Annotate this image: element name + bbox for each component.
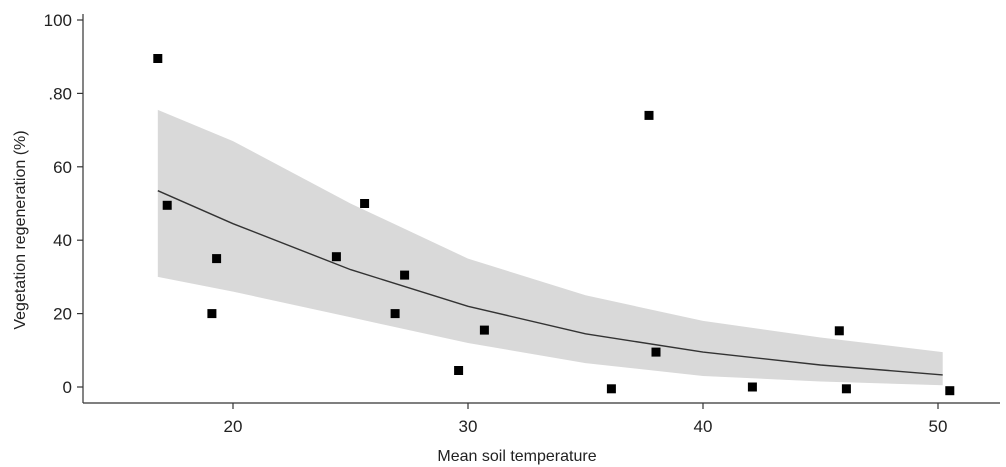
confidence-band-layer	[157, 109, 943, 386]
data-point	[153, 54, 163, 63]
data-point	[945, 386, 955, 396]
data-point	[834, 326, 844, 336]
data-point	[360, 199, 370, 208]
fit-line	[157, 190, 943, 376]
fit-line-layer	[157, 190, 943, 376]
data-point	[454, 366, 464, 375]
data-point	[651, 347, 661, 357]
data-point	[390, 309, 400, 319]
data-point	[212, 254, 222, 264]
data-points-layer	[153, 54, 955, 396]
x-tick-label: 40	[694, 417, 713, 436]
y-axis-title: Vegetation regeneration (%)	[12, 130, 29, 329]
x-tick-label: 50	[929, 417, 948, 436]
data-point	[207, 309, 217, 319]
data-point	[400, 270, 410, 280]
y-tick-label: 60	[53, 158, 72, 177]
x-axis-title: Mean soil temperature	[437, 448, 596, 465]
axes	[82, 14, 1000, 404]
y-axis-ticks: 0 20 40 60 .80 100	[44, 11, 83, 397]
confidence-band	[157, 109, 943, 386]
y-tick-label: 40	[53, 231, 72, 250]
y-tick-label: 100	[44, 11, 72, 30]
x-tick-label: 30	[459, 417, 478, 436]
y-tick-label: .80	[48, 84, 72, 103]
data-point	[162, 200, 172, 210]
data-point	[747, 382, 757, 392]
data-point	[479, 325, 489, 335]
y-tick-label: 20	[53, 305, 72, 324]
x-axis-ticks: 20 30 40 50	[224, 403, 948, 436]
x-tick-label: 20	[224, 417, 243, 436]
data-point	[606, 384, 616, 394]
plot-area	[153, 54, 955, 396]
y-tick-label: 0	[63, 378, 72, 397]
data-point	[644, 110, 654, 120]
data-point	[331, 252, 341, 262]
data-point	[841, 384, 851, 394]
